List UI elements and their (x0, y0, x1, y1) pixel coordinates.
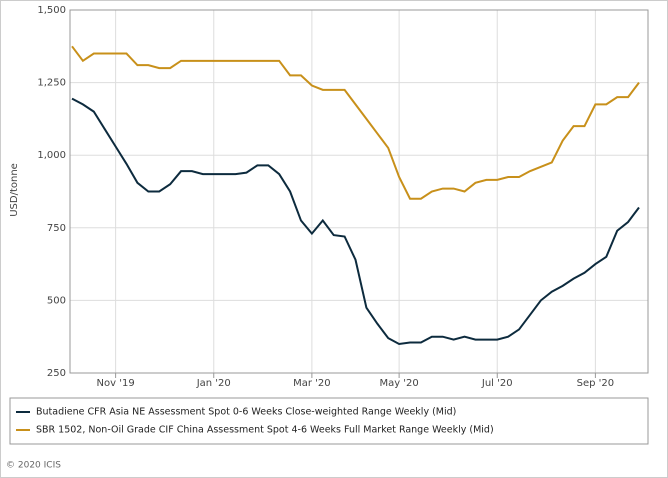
series-line (71, 97, 640, 345)
x-tick-label: Mar '20 (293, 378, 331, 389)
legend-label: Butadiene CFR Asia NE Assessment Spot 0-… (36, 407, 456, 418)
series-line (71, 45, 640, 200)
x-tick-label: Jul '20 (481, 378, 513, 389)
y-tick-label: 1,000 (37, 150, 66, 161)
x-tick-label: Jan '20 (196, 378, 231, 389)
x-tick-label: Nov '19 (97, 378, 135, 389)
y-tick-label: 1,250 (37, 78, 66, 89)
y-axis-title: USD/tonne (9, 163, 20, 217)
y-tick-label: 500 (47, 295, 66, 306)
y-tick-label: 750 (47, 223, 66, 234)
x-tick-label: May '20 (379, 378, 418, 389)
legend-label: SBR 1502, Non-Oil Grade CIF China Assess… (36, 425, 494, 436)
footer: © 2020 ICIS (6, 461, 61, 471)
y-tick-label: 250 (47, 368, 66, 379)
y-tick-label: 1,500 (37, 5, 66, 16)
plot-border (69, 9, 649, 374)
legend-box (9, 397, 649, 445)
x-tick-label: Sep '20 (577, 378, 615, 389)
